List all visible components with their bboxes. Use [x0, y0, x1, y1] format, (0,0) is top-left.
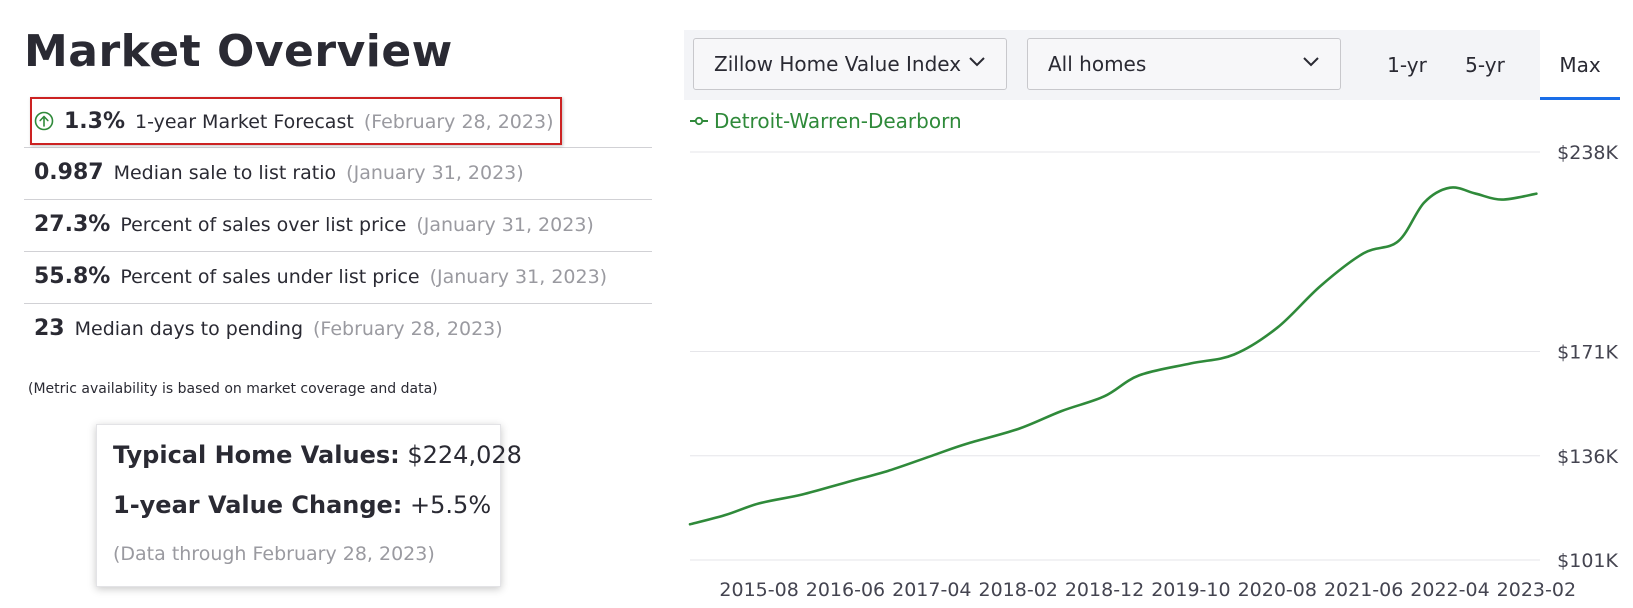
x-tick-label: 2015-08 — [719, 579, 798, 601]
value-change-label: 1-year Value Change: — [113, 491, 403, 519]
x-tick-label: 2016-06 — [806, 579, 885, 601]
tab-1-yr[interactable]: 1-yr — [1387, 53, 1427, 77]
index-select-value: Zillow Home Value Index — [714, 52, 962, 76]
metric-market-forecast: 1.3% 1-year Market Forecast (February 28… — [24, 96, 652, 148]
x-tick-label: 2017-04 — [892, 579, 971, 601]
metric-sales-under-list: 55.8% Percent of sales under list price … — [24, 252, 652, 304]
chart-legend[interactable]: Detroit-Warren-Dearborn — [690, 109, 962, 133]
metric-date: (January 31, 2023) — [346, 162, 524, 184]
series-line — [688, 186, 1538, 526]
tab-5-yr[interactable]: 5-yr — [1465, 53, 1505, 77]
chevron-down-icon — [969, 57, 985, 67]
metric-value: 27.3% — [34, 212, 111, 237]
metric-label: Median days to pending — [74, 318, 304, 340]
typical-home-values-value: $224,028 — [407, 441, 522, 469]
typical-home-values: Typical Home Values: $224,028 — [113, 441, 522, 469]
metric-value: 55.8% — [34, 264, 111, 289]
metric-value: 1.3% — [64, 109, 126, 134]
y-tick-label: $238K — [1557, 142, 1618, 164]
metric-date: (February 28, 2023) — [313, 318, 503, 340]
homes-select[interactable]: All homes — [1027, 38, 1341, 90]
line-marker-icon — [690, 116, 708, 126]
metrics-list: 1.3% 1-year Market Forecast (February 28… — [24, 96, 652, 356]
x-tick-label: 2023-02 — [1497, 579, 1576, 601]
y-tick-label: $171K — [1557, 342, 1618, 364]
x-tick-label: 2022-04 — [1410, 579, 1489, 601]
metric-value: 23 — [34, 316, 65, 341]
x-tick-label: 2020-08 — [1238, 579, 1317, 601]
legend-series-name: Detroit-Warren-Dearborn — [714, 109, 962, 133]
x-tick-label: 2018-02 — [978, 579, 1057, 601]
homes-select-value: All homes — [1048, 52, 1147, 76]
metric-label: Percent of sales under list price — [120, 266, 420, 288]
metric-sale-to-list-ratio: 0.987 Median sale to list ratio (January… — [24, 148, 652, 200]
value-change: 1-year Value Change: +5.5% — [113, 491, 491, 519]
metric-value: 0.987 — [34, 160, 104, 185]
typical-home-values-label: Typical Home Values: — [113, 441, 400, 469]
tab-max[interactable]: Max — [1540, 30, 1620, 100]
x-tick-label: 2018-12 — [1065, 579, 1144, 601]
metric-label: 1-year Market Forecast — [135, 111, 354, 133]
summary-card: Typical Home Values: $224,028 1-year Val… — [96, 424, 522, 587]
y-tick-label: $101K — [1557, 550, 1618, 572]
metric-label: Median sale to list ratio — [113, 162, 337, 184]
metric-date: (January 31, 2023) — [429, 266, 608, 288]
chart-toolbar: Zillow Home Value Index All homes 1-yr 5… — [684, 30, 1620, 100]
metric-date: (January 31, 2023) — [416, 214, 594, 236]
y-tick-label: $136K — [1557, 446, 1618, 468]
metric-label: Percent of sales over list price — [120, 214, 407, 236]
value-change-value: +5.5% — [410, 491, 492, 519]
x-tick-label: 2021-06 — [1324, 579, 1403, 601]
forecast-highlight-box — [30, 97, 562, 145]
x-tick-label: 2019-10 — [1151, 579, 1230, 601]
arrow-up-circle-icon — [34, 111, 54, 131]
metric-days-to-pending: 23 Median days to pending (February 28, … — [24, 304, 652, 356]
index-select[interactable]: Zillow Home Value Index — [693, 38, 1007, 90]
data-through-note: (Data through February 28, 2023) — [113, 543, 435, 565]
metric-availability-note: (Metric availability is based on market … — [28, 381, 438, 397]
metric-date: (February 28, 2023) — [363, 111, 554, 133]
chevron-down-icon — [1303, 57, 1319, 67]
page-title: Market Overview — [24, 26, 453, 77]
metric-sales-over-list: 27.3% Percent of sales over list price (… — [24, 200, 652, 252]
